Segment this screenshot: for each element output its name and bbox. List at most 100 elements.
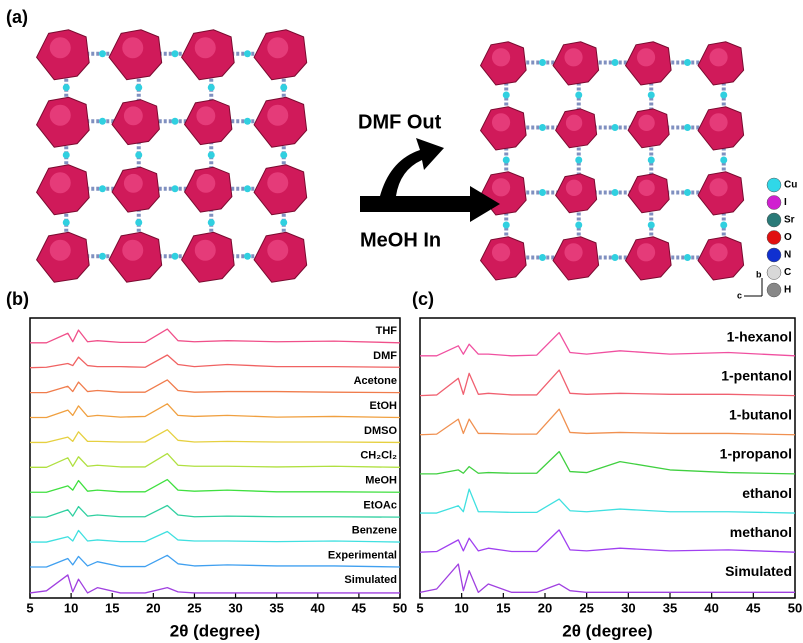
trace-label: THF [376, 325, 398, 337]
x-tick-label: 5 [416, 600, 423, 615]
x-tick-label: 25 [187, 600, 201, 615]
polyhedron-shade [196, 174, 215, 193]
cu-atom [172, 253, 179, 260]
cu-atom [280, 152, 287, 159]
atom-label: C [784, 267, 791, 278]
atom-swatch [767, 231, 781, 245]
cu-atom [612, 124, 619, 131]
polyhedron-shade [50, 105, 71, 126]
cu-atom [208, 152, 215, 159]
polyhedron-shade [492, 243, 510, 261]
xrd-trace [30, 355, 400, 368]
trace-label: ethanol [742, 485, 792, 501]
cu-atom [720, 157, 727, 164]
cu-atom [539, 59, 546, 66]
polyhedron-shade [709, 178, 727, 196]
polyhedron-shade [492, 48, 510, 66]
trace-label: 1-butanol [729, 407, 792, 423]
polyhedron-shade [566, 180, 582, 196]
cu-atom [135, 152, 142, 159]
x-tick-label: 50 [788, 600, 802, 615]
cu-atom [648, 92, 655, 99]
polyhedron-shade [564, 48, 582, 66]
cu-atom [244, 253, 251, 260]
cu-atom [575, 222, 582, 229]
x-tick-label: 40 [704, 600, 718, 615]
trace-label: DMSO [364, 425, 397, 437]
polyhedron-shade [492, 178, 510, 196]
cu-atom [244, 185, 251, 192]
arrow-text: MeOH In [360, 229, 441, 251]
polyhedron-shade [195, 240, 216, 261]
atom-swatch [767, 178, 781, 192]
x-axis-label: 2θ (degree) [562, 621, 652, 640]
polyhedron-shade [638, 180, 654, 196]
atom-label: N [784, 250, 791, 261]
x-tick-label: 5 [26, 600, 33, 615]
x-tick-label: 45 [352, 600, 366, 615]
trace-label: Benzene [352, 524, 397, 536]
polyhedron-shade [50, 172, 71, 193]
polyhedron-shade [50, 240, 71, 261]
trace-label: DMF [373, 350, 397, 362]
x-tick-label: 15 [496, 600, 510, 615]
trace-label: EtOH [370, 400, 398, 412]
cu-atom [99, 50, 106, 57]
cu-atom [172, 185, 179, 192]
polyhedron-shade [122, 240, 143, 261]
cu-atom [539, 254, 546, 261]
cu-atom [172, 50, 179, 57]
polyhedron-shade [709, 243, 727, 261]
trace-label: 1-hexanol [727, 328, 792, 344]
atom-label: O [784, 232, 792, 243]
xrd-trace [30, 454, 400, 468]
cu-atom [720, 92, 727, 99]
polyhedron-shade [267, 105, 288, 126]
polyhedron-shade [566, 115, 582, 131]
polyhedron-shade [638, 115, 654, 131]
xrd-trace [30, 506, 400, 518]
xrd-trace [30, 329, 400, 343]
atom-label: H [784, 285, 791, 296]
atom-swatch [767, 248, 781, 262]
trace-label: Experimental [328, 549, 397, 561]
cu-atom [99, 118, 106, 125]
trace-label: 1-pentanol [721, 367, 792, 383]
polyhedron-shade [124, 106, 143, 125]
xrd-trace [30, 404, 400, 418]
polyhedron-shade [195, 37, 216, 58]
panel-label: (c) [412, 289, 434, 309]
polyhedron-shade [196, 106, 215, 125]
polyhedron-shade [637, 48, 655, 66]
cu-atom [575, 157, 582, 164]
trace-label: EtOAc [363, 499, 397, 511]
x-tick-label: 20 [538, 600, 552, 615]
cu-atom [684, 189, 691, 196]
cu-atom [503, 222, 510, 229]
x-tick-label: 35 [663, 600, 677, 615]
cu-atom [244, 118, 251, 125]
cu-atom [208, 84, 215, 91]
cu-atom [684, 124, 691, 131]
xrd-trace [30, 530, 400, 542]
arrow-right [360, 186, 500, 222]
cu-atom [539, 189, 546, 196]
x-tick-label: 30 [228, 600, 242, 615]
x-tick-label: 35 [269, 600, 283, 615]
x-axis-label: 2θ (degree) [170, 621, 260, 640]
cu-atom [684, 59, 691, 66]
x-tick-label: 30 [621, 600, 635, 615]
cu-atom [99, 185, 106, 192]
panel-label: (a) [6, 7, 28, 27]
cu-atom [612, 189, 619, 196]
cu-atom [612, 254, 619, 261]
cu-atom [720, 222, 727, 229]
x-tick-label: 10 [64, 600, 78, 615]
x-tick-label: 45 [746, 600, 760, 615]
cu-atom [172, 118, 179, 125]
cu-atom [575, 92, 582, 99]
xrd-trace [30, 430, 400, 443]
cu-atom [503, 157, 510, 164]
atom-label: Cu [784, 180, 797, 191]
cu-atom [135, 84, 142, 91]
